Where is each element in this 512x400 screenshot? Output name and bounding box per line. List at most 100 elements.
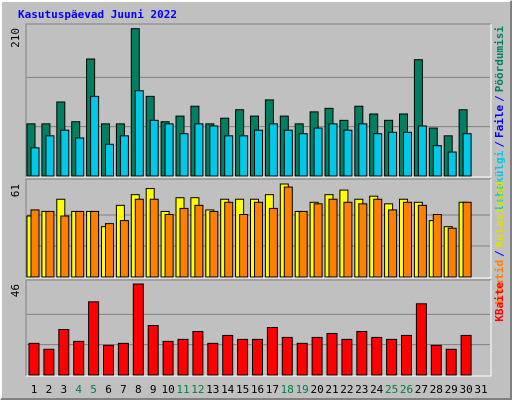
bar [371,336,383,376]
bar [28,342,40,376]
bar [447,151,457,177]
bar [222,334,234,376]
bar [194,204,204,278]
bar [119,135,129,177]
legend: Arvutid / Külastused [493,181,506,306]
bar [298,133,308,177]
bar [403,201,412,278]
x-tick-label: 31 [474,383,487,396]
bar [283,186,293,278]
x-tick-label: 14 [221,383,235,396]
x-tick-label: 7 [120,383,127,396]
bar [266,327,278,376]
bar [326,332,338,376]
bar [103,344,114,376]
bar [430,344,442,376]
x-tick-label: 24 [370,383,384,396]
bar [328,123,338,177]
legend-entry: Külastused [493,181,506,247]
bar [401,334,412,376]
bar [254,129,263,177]
bar [313,203,323,278]
bar [239,135,249,177]
legend: Lehekülgi / Faile / Pöördumisi [493,26,506,211]
x-tick-label: 5 [90,383,97,396]
bar [386,338,398,376]
bar [237,338,249,376]
x-tick-label: 25 [385,383,398,396]
frame-dark [25,279,491,376]
bar [147,325,159,376]
frame-light [26,179,492,279]
bar [254,201,263,278]
bar [311,336,323,376]
x-tick-label: 29 [445,383,458,396]
x-tick-label: 8 [135,383,142,396]
bar [224,135,234,177]
bar [164,123,174,177]
x-tick-label: 2 [46,383,53,396]
bar [117,342,129,376]
x-tick-label: 19 [296,383,309,396]
bar [417,125,427,177]
x-tick-label: 15 [236,383,249,396]
bar [177,338,189,376]
bar [90,95,100,177]
bar [432,145,442,177]
bar [179,133,189,177]
frame-light [26,24,492,178]
bar [252,338,263,376]
x-tick-label: 16 [251,383,264,396]
legend-entry: Pöördumisi [493,26,506,93]
frame-light [26,280,492,377]
bar [132,283,144,376]
bar [119,220,129,278]
legend-entry: Lehekülgi [493,150,506,210]
bar [373,133,383,177]
legend: KBaite [493,282,506,322]
bar [207,342,219,376]
bar [73,340,85,376]
bar [30,209,40,278]
y-tick-label: 46 [9,284,22,297]
bar [43,348,55,376]
bar [162,340,174,376]
bar [388,209,398,278]
legend-entry: KBaite [493,282,506,322]
bar [341,338,353,376]
bar [45,135,55,177]
x-tick-label: 22 [340,383,353,396]
y-tick-label: 61 [9,184,22,197]
bar [447,227,457,278]
bar [417,204,427,278]
bar [268,207,278,278]
bar [462,201,472,278]
bar [90,210,100,278]
bar [358,203,368,278]
bar [164,213,174,278]
bar [356,330,368,376]
legend-separator: / [493,250,506,257]
bar [45,210,55,278]
bar [296,342,308,376]
x-tick-label: 21 [325,383,338,396]
bar [30,147,40,177]
x-tick-label: 12 [191,383,204,396]
x-tick-label: 3 [60,383,67,396]
bar [134,198,144,278]
bar [239,213,249,278]
bar [75,210,85,278]
chart-title: Kasutuspäevad Juuni 2022 [18,8,177,21]
bar [328,198,338,278]
bar [462,133,472,177]
bar [445,348,457,376]
bar [149,119,159,177]
x-tick-label: 17 [266,383,279,396]
bar [415,303,427,376]
bar [192,330,204,376]
frame-dark [25,23,491,177]
bar [343,129,353,177]
x-tick-label: 10 [161,383,174,396]
bar [388,131,398,177]
